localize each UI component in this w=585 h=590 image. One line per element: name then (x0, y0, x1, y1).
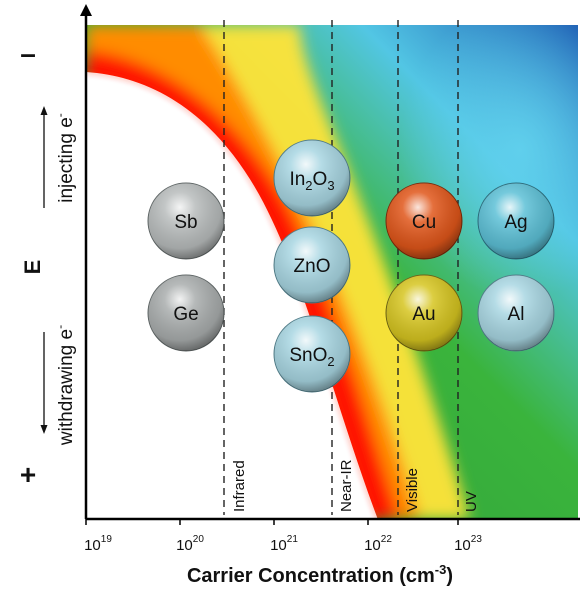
x-tick-label: 1023 (454, 534, 482, 554)
sphere-in2o3: In2O3 (273, 139, 351, 217)
region-labels: Infrared Near-IR Visible UV (231, 459, 480, 512)
y-axis-bottom-sign: + (20, 459, 36, 490)
sphere-label-au: Au (412, 304, 435, 325)
withdrawing-arrow-icon (40, 425, 48, 434)
withdrawing-electrons-label: withdrawing e- (53, 325, 77, 446)
sphere-label-cu: Cu (412, 212, 436, 233)
injecting-electrons-label: injecting e- (53, 113, 77, 203)
y-axis-top-sign: – (20, 38, 36, 69)
sphere-label-zno: ZnO (294, 256, 331, 277)
region-label-uv: UV (463, 491, 480, 512)
sphere-label-ag: Ag (504, 212, 527, 233)
axes (80, 4, 580, 525)
sphere-cu: Cu (385, 182, 463, 260)
sphere-label-in2o3: In2O3 (289, 169, 334, 193)
sphere-ag: Ag (477, 182, 555, 260)
materials: Sb Ge In2O3 ZnO SnO2 Cu (147, 139, 555, 393)
x-tick-labels: 1019 1020 1021 1022 1023 (84, 534, 482, 554)
sphere-label-sno2: SnO2 (289, 345, 334, 369)
sphere-al: Al (477, 274, 555, 352)
y-axis-title: E (20, 260, 45, 275)
sphere-au: Au (385, 274, 463, 352)
region-label-infrared: Infrared (231, 460, 248, 512)
y-axis-labels: – + E injecting e- withdrawing e- (20, 38, 77, 490)
sphere-sno2: SnO2 (273, 315, 351, 393)
white-excluded-region (86, 25, 378, 519)
region-label-near-ir: Near-IR (338, 459, 355, 512)
y-axis-arrow-icon (80, 4, 92, 16)
sphere-label-ge: Ge (173, 304, 198, 325)
region-label-visible: Visible (404, 468, 421, 512)
injecting-arrow-icon (40, 106, 48, 115)
x-tick-label: 1022 (364, 534, 392, 554)
region-dividers (223, 20, 459, 515)
sphere-ge: Ge (147, 274, 225, 352)
x-tick-label: 1019 (84, 534, 112, 554)
sphere-label-sb: Sb (174, 212, 197, 233)
sphere-sb: Sb (147, 182, 225, 260)
sphere-label-al: Al (508, 304, 525, 325)
x-tick-label: 1021 (270, 534, 298, 554)
x-tick-label: 1020 (176, 534, 204, 554)
x-axis-tick-marks (85, 519, 459, 525)
x-axis-title: Carrier Concentration (cm-3) (187, 562, 453, 587)
sphere-zno: ZnO (273, 226, 351, 304)
